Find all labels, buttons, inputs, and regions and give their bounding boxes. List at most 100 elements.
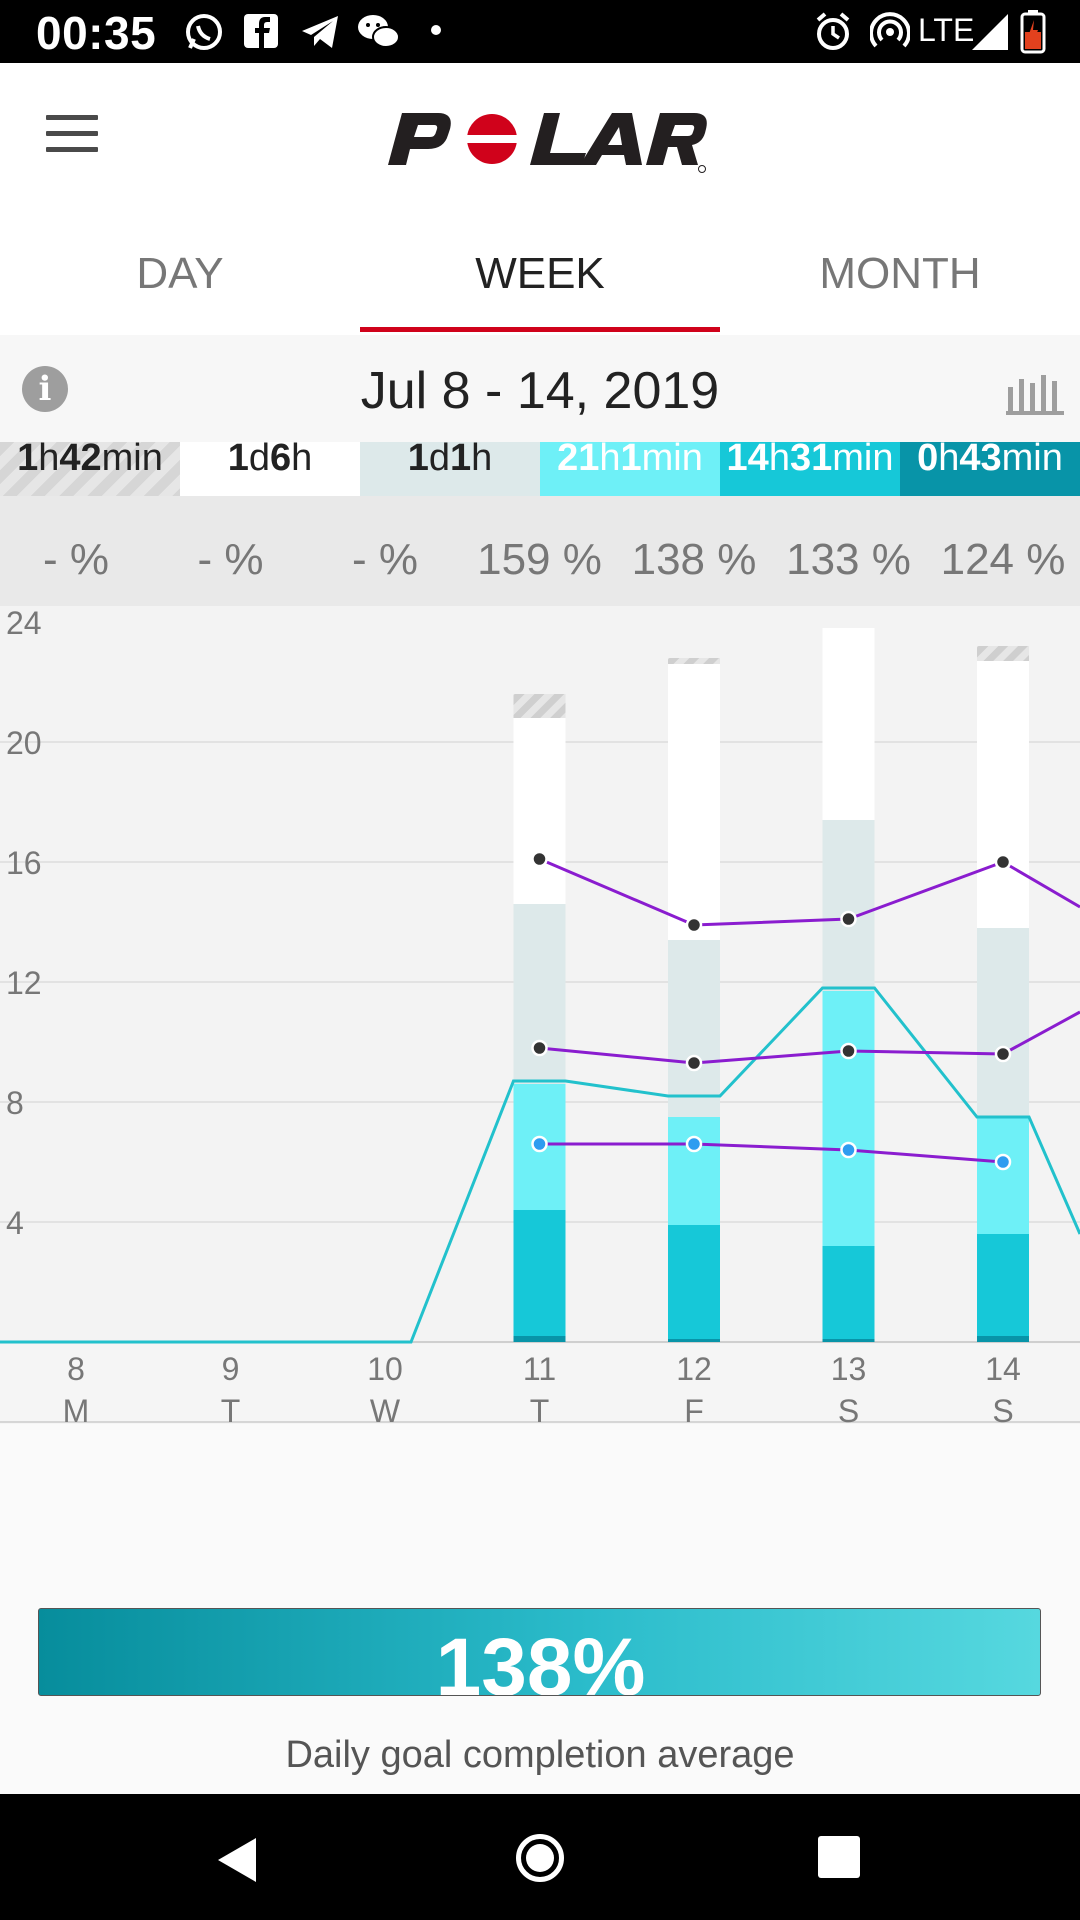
bar-segment <box>513 1210 566 1336</box>
bar-segment <box>822 820 875 991</box>
bar-chart-icon[interactable] <box>1006 373 1064 415</box>
bar-segment <box>977 1117 1029 1234</box>
date-range: Jul 8 - 14, 2019 <box>360 362 720 420</box>
signal-icon <box>972 14 1008 50</box>
recents-icon[interactable] <box>818 1836 860 1878</box>
data-point <box>840 1042 857 1060</box>
weekday-label: T <box>530 1393 550 1424</box>
day-percent-label: - % <box>43 535 109 584</box>
telegram-icon <box>302 16 338 48</box>
total-sitting[interactable]: 1d1h <box>360 442 540 496</box>
network-type: LTE <box>918 12 975 48</box>
bar-segment <box>822 1339 875 1342</box>
day-percent-label: 138 % <box>632 535 757 584</box>
bar-segment <box>977 1336 1029 1342</box>
bar-segment <box>977 646 1029 661</box>
bar-segment <box>668 1339 720 1342</box>
back-icon[interactable] <box>218 1838 256 1882</box>
hotspot-icon <box>870 12 910 48</box>
tab-day[interactable]: DAY <box>136 249 224 298</box>
bar-segment <box>977 928 1029 1117</box>
home-icon[interactable] <box>516 1834 564 1882</box>
y-tick-label: 12 <box>6 965 42 1001</box>
bar-segment <box>822 991 875 1246</box>
data-point <box>994 853 1012 871</box>
total-nonwear[interactable]: 1h42min <box>0 442 180 496</box>
whatsapp-icon <box>186 14 222 50</box>
bar-segment <box>668 658 720 664</box>
weekday-label: M <box>63 1393 90 1424</box>
system-nav-bar <box>0 1794 1080 1920</box>
x-tick-label: 13 <box>831 1351 867 1387</box>
wechat-icon <box>358 15 400 48</box>
data-point <box>685 1135 703 1153</box>
day-percent-label: 124 % <box>941 535 1066 584</box>
day-percent-label: - % <box>352 535 418 584</box>
goal-percent: 138% <box>435 1622 646 1696</box>
data-point <box>685 1054 703 1072</box>
weekday-label: T <box>221 1393 241 1424</box>
data-point <box>685 916 703 934</box>
y-tick-label: 4 <box>6 1205 24 1241</box>
bar-segment <box>977 661 1029 928</box>
x-axis-band <box>0 1344 1080 1424</box>
tab-month[interactable]: MONTH <box>819 249 981 298</box>
total-sleep[interactable]: 1d6h <box>180 442 360 496</box>
bar-segment <box>822 1246 875 1339</box>
x-tick-label: 8 <box>67 1351 85 1387</box>
weekday-label: S <box>992 1393 1013 1424</box>
bar-segment <box>668 1225 720 1339</box>
weekly-activity-chart: 4 8 12 16 20 24- % 8 M - % 9 T - % 10 W 159 % 11 T 138 % 1… <box>0 496 1080 1429</box>
total-high[interactable]: 0h43min <box>900 442 1080 496</box>
x-tick-label: 10 <box>367 1351 403 1387</box>
day-percent-label: - % <box>198 535 264 584</box>
bar-segment <box>513 694 566 718</box>
total-medium[interactable]: 14h31min <box>720 442 900 496</box>
date-bar: i Jul 8 - 14, 2019 <box>0 335 1080 442</box>
polar-logo <box>388 113 707 173</box>
status-time: 00:35 <box>36 7 157 59</box>
data-point <box>994 1153 1012 1171</box>
trend-line <box>539 1142 1004 1164</box>
y-tick-label: 20 <box>6 725 42 761</box>
data-point <box>840 1141 857 1159</box>
bar-segment <box>977 1234 1029 1336</box>
data-point <box>531 850 548 868</box>
status-bar: 00:35 LTE <box>0 0 1080 63</box>
dot-icon <box>431 25 441 35</box>
day-percent-label: 133 % <box>786 535 911 584</box>
percent-band <box>0 496 1080 606</box>
y-tick-label: 16 <box>6 845 42 881</box>
data-point <box>994 1045 1012 1063</box>
tab-week[interactable]: WEEK <box>475 249 605 298</box>
bar-segment <box>822 628 875 820</box>
bar-segment <box>513 718 566 904</box>
data-point <box>531 1135 548 1153</box>
data-point <box>531 1039 548 1057</box>
activity-totals: 1h42min 1d6h 1d1h 21h1min 14h31min 0h43m… <box>0 442 1080 496</box>
y-tick-label: 8 <box>6 1085 24 1121</box>
x-tick-label: 14 <box>985 1351 1021 1387</box>
app-bar <box>0 63 1080 205</box>
weekday-label: W <box>370 1393 401 1424</box>
x-tick-label: 12 <box>676 1351 712 1387</box>
weekday-label: F <box>684 1393 704 1424</box>
info-icon[interactable]: i <box>22 366 68 412</box>
bar-segment <box>668 664 720 940</box>
active-tab-indicator <box>360 327 720 332</box>
total-low[interactable]: 21h1min <box>540 442 720 496</box>
alarm-icon <box>816 12 850 50</box>
bar-segment <box>668 940 720 1117</box>
x-tick-label: 11 <box>523 1351 556 1387</box>
menu-icon[interactable] <box>46 115 98 153</box>
x-tick-label: 9 <box>222 1351 240 1387</box>
bar-segment <box>668 1117 720 1225</box>
goal-progress-bar: 138% <box>38 1608 1041 1696</box>
battery-icon <box>1020 10 1046 54</box>
bar-segment <box>513 1336 566 1342</box>
data-point <box>840 910 857 928</box>
bar-segment <box>513 904 566 1084</box>
facebook-icon <box>244 14 278 48</box>
weekday-label: S <box>838 1393 859 1424</box>
